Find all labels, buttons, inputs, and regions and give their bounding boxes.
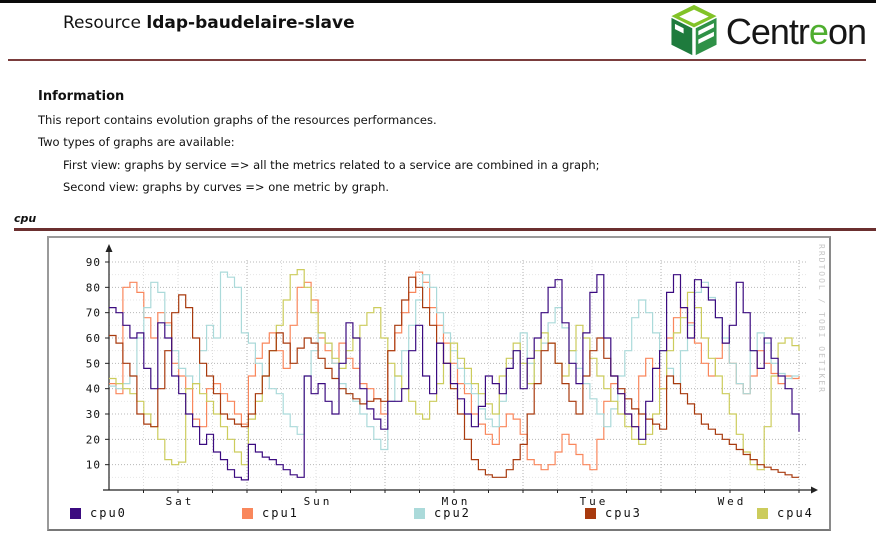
window-top-border — [0, 0, 876, 3]
legend-swatch-cpu1 — [242, 507, 253, 519]
legend-swatch-cpu3 — [585, 507, 596, 519]
legend-label-cpu3: cpu3 — [605, 506, 642, 520]
legend-item-cpu2: cpu2 — [414, 506, 471, 520]
series-line-cpu3 — [109, 276, 799, 478]
x-axis-day-label: Wed — [718, 495, 747, 508]
legend-label-cpu4: cpu4 — [777, 506, 814, 520]
information-line-1: This report contains evolution graphs of… — [38, 113, 437, 127]
legend-label-cpu0: cpu0 — [90, 506, 127, 520]
y-axis-tick-label: 80 — [86, 281, 101, 294]
information-subline-2: Second view: graphs by curves => one met… — [63, 180, 390, 194]
x-axis-day-label: Sat — [166, 495, 195, 508]
y-axis-tick-label: 20 — [86, 433, 101, 446]
y-axis-tick-label: 40 — [86, 383, 101, 396]
centreon-logo: Centreon — [668, 3, 867, 61]
series-line-cpu0 — [109, 274, 800, 481]
header-divider — [8, 59, 866, 61]
y-axis-tick-label: 30 — [86, 408, 101, 421]
x-axis-day-label: Mon — [442, 495, 471, 508]
resource-name: ldap-baudelaire-slave — [146, 13, 355, 33]
page-title-prefix: Resource — [63, 13, 147, 33]
y-axis-tick-label: 60 — [86, 332, 101, 345]
legend-label-cpu1: cpu1 — [262, 506, 299, 520]
y-axis-arrow-icon — [105, 244, 113, 252]
logo-text-1: Centr — [725, 11, 810, 52]
logo-text-green-e: e — [808, 11, 829, 52]
logo-text-2: on — [827, 11, 867, 52]
cpu-graph-panel: 10 20 30 40 50 60 70 80 90 Sat Sun Mon Tue Wed RRDTOO… — [47, 236, 831, 531]
y-axis-tick-label: 90 — [86, 256, 101, 269]
legend-item-cpu0: cpu0 — [70, 506, 127, 520]
y-axis-tick-label: 10 — [86, 459, 101, 472]
rrdtool-watermark: RRDTOOL / TOBI OETIKER — [817, 244, 826, 394]
information-subline-1: First view: graphs by service => all the… — [63, 158, 600, 172]
legend-label-cpu2: cpu2 — [434, 506, 471, 520]
page-title: Resource ldap-baudelaire-slave — [63, 13, 355, 33]
legend-item-cpu4: cpu4 — [757, 506, 814, 520]
section-divider — [14, 228, 876, 231]
x-axis-day-label: Tue — [580, 495, 609, 508]
x-axis-day-label: Sun — [304, 495, 333, 508]
y-axis-tick-label: 70 — [86, 307, 101, 320]
centreon-cube-icon — [668, 3, 720, 61]
legend-item-cpu3: cpu3 — [585, 506, 642, 520]
legend-item-cpu1: cpu1 — [242, 506, 299, 520]
information-heading: Information — [38, 89, 125, 104]
series-line-cpu2 — [109, 271, 799, 451]
x-axis-arrow-icon — [811, 486, 818, 494]
centreon-wordmark: Centreon — [725, 11, 867, 53]
legend-swatch-cpu0 — [70, 507, 81, 519]
legend-swatch-cpu2 — [414, 507, 425, 519]
cpu-chart-svg: 10 20 30 40 50 60 70 80 90 Sat Sun Mon Tue Wed — [86, 244, 818, 508]
y-axis-tick-label: 50 — [86, 357, 101, 370]
section-label-cpu: cpu — [14, 212, 37, 225]
information-line-2: Two types of graphs are available: — [38, 135, 235, 149]
legend-swatch-cpu4 — [757, 507, 768, 519]
